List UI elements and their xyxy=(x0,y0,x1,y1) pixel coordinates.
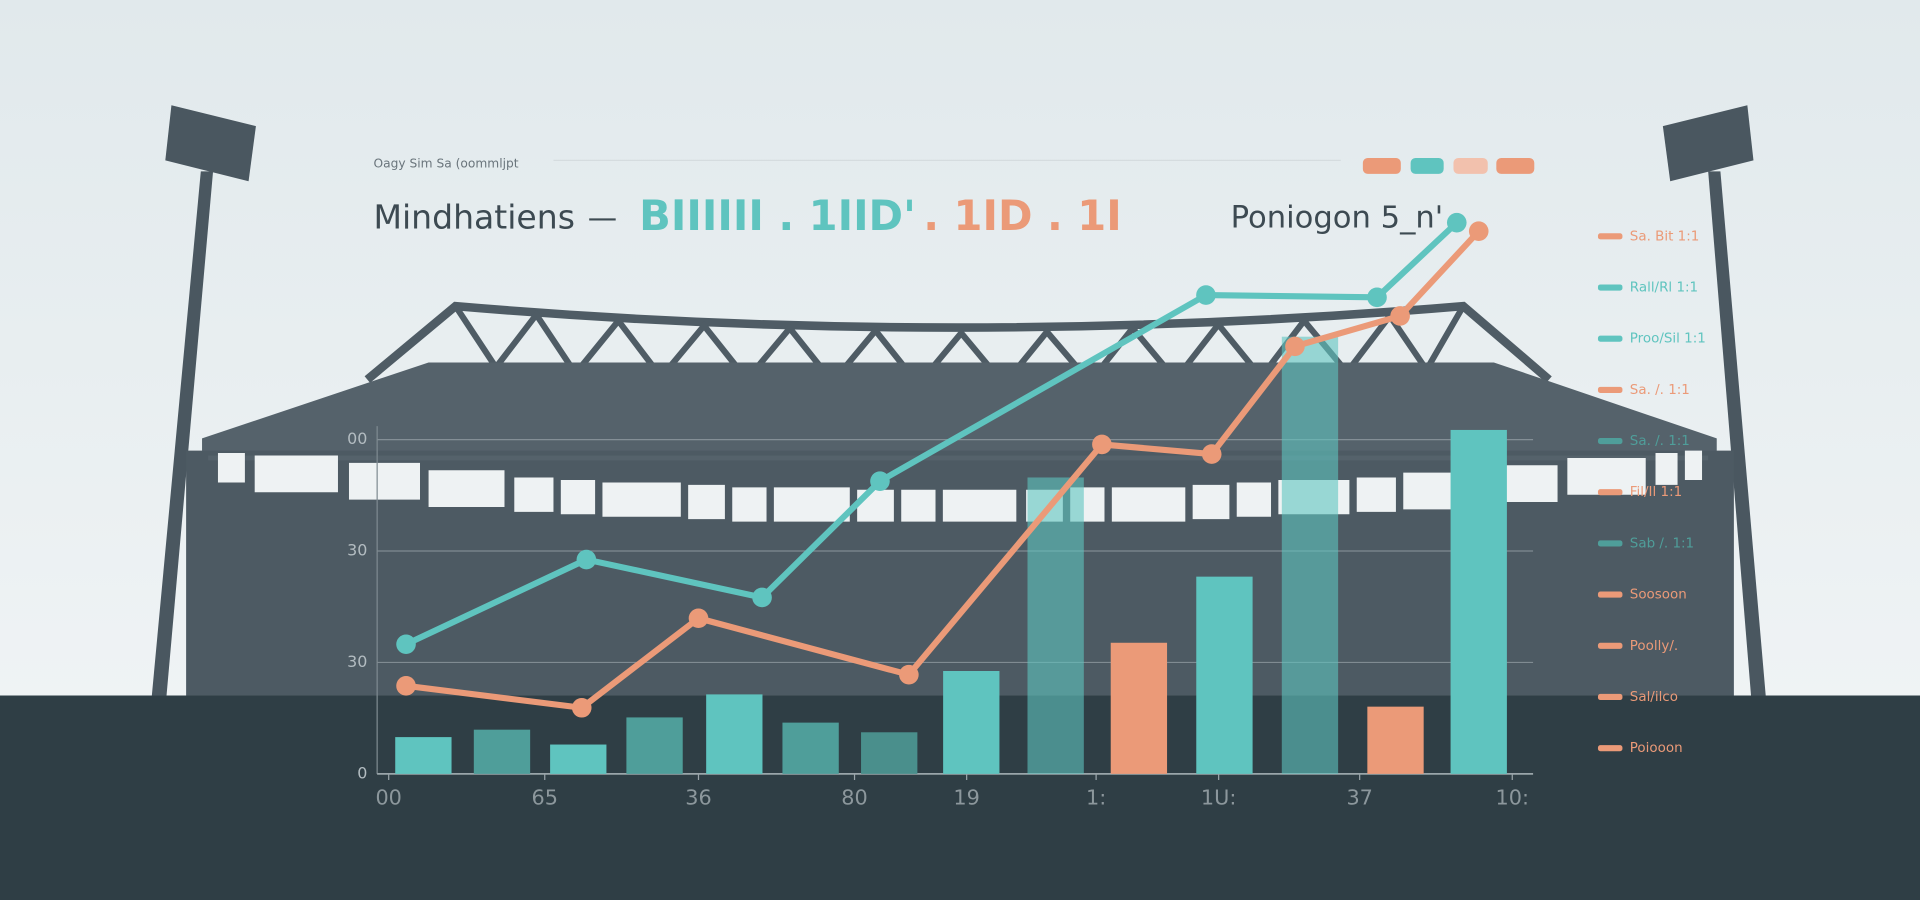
x-tick-label: 1: xyxy=(1086,785,1106,809)
light-pole xyxy=(1708,171,1766,696)
legend-swatch xyxy=(1597,489,1623,496)
headline: BIIIIII . 1IID'. 1ID . 1I xyxy=(639,191,1122,240)
title: Mindhatiens xyxy=(373,198,574,237)
bar xyxy=(626,717,683,774)
legend-swatch xyxy=(1597,693,1623,701)
bar xyxy=(1027,477,1084,774)
bar xyxy=(1110,642,1168,774)
x-tick-label: 37 xyxy=(1346,785,1372,809)
line-marker xyxy=(1446,212,1467,233)
y-tick-label: 30 xyxy=(347,541,367,560)
legend-swatch xyxy=(1597,438,1623,445)
bar xyxy=(550,744,607,774)
legend-swatch xyxy=(1597,642,1623,649)
line-marker xyxy=(396,676,416,696)
line-marker xyxy=(1196,285,1216,305)
line-marker xyxy=(396,634,416,655)
truss xyxy=(452,304,1466,390)
line-marker xyxy=(752,587,772,608)
x-tick-label: 65 xyxy=(532,785,558,809)
x-tick-label: 36 xyxy=(685,785,711,809)
line-marker xyxy=(1390,306,1410,326)
legend-label: Poolly/. xyxy=(1630,639,1678,654)
headline-part: . 1ID . 1I xyxy=(923,191,1122,240)
x-tick-label: 00 xyxy=(375,785,401,809)
legend-label: Proo/Sil 1:1 xyxy=(1630,332,1706,347)
swatches xyxy=(1362,157,1535,174)
bar xyxy=(1196,576,1253,774)
separator: — xyxy=(588,201,617,235)
legend-swatch xyxy=(1597,284,1623,291)
legend-label: Sal/ilco xyxy=(1630,690,1678,705)
x-tick-label: 80 xyxy=(841,785,867,809)
legend-swatch xyxy=(1597,335,1623,342)
bar xyxy=(943,670,1000,774)
bar xyxy=(1367,706,1424,774)
legend-label: Sa. /. 1:1 xyxy=(1630,434,1690,449)
line-marker xyxy=(688,608,709,629)
bar xyxy=(473,729,531,774)
bar xyxy=(782,722,839,774)
light-head xyxy=(165,105,256,182)
legend-label: Sa. Bit 1:1 xyxy=(1630,229,1700,244)
legend-swatch xyxy=(1597,591,1623,598)
subtitle: Poniogon 5_n' xyxy=(1231,201,1444,236)
caption: Oagy Sim Sa (oommljpt xyxy=(373,157,518,171)
x-tick-label: 1U: xyxy=(1201,785,1236,809)
legend-label: Soosoon xyxy=(1630,588,1687,603)
legend-label: Rall/Rl 1:1 xyxy=(1630,281,1698,296)
legend-swatch xyxy=(1597,745,1623,752)
line-marker xyxy=(576,549,597,570)
legend-label: Sa. /. 1:1 xyxy=(1630,383,1690,398)
light-head xyxy=(1662,105,1754,182)
x-tick-label: 10: xyxy=(1496,785,1529,809)
legend-label: Poiooon xyxy=(1630,741,1683,756)
line-marker xyxy=(870,471,890,491)
line-marker xyxy=(1285,336,1305,357)
line-marker xyxy=(571,697,592,718)
line-marker xyxy=(1201,444,1222,464)
line-marker xyxy=(899,664,919,685)
legend-swatch xyxy=(1597,540,1623,547)
bar xyxy=(395,737,452,774)
y-tick-label: 00 xyxy=(347,429,367,448)
line-marker xyxy=(1092,434,1112,455)
bar xyxy=(706,694,763,774)
truss xyxy=(364,301,1552,383)
legend-label: Sab /. 1:1 xyxy=(1630,536,1694,551)
bar xyxy=(1450,429,1507,774)
light-pole xyxy=(151,171,214,696)
legend-label: Fil/Il 1:1 xyxy=(1630,485,1682,500)
bar xyxy=(861,732,918,774)
x-tick-label: 19 xyxy=(953,785,979,809)
headline-part: BIIIIII . 1IID' xyxy=(639,191,916,240)
legend-swatch xyxy=(1597,386,1623,393)
y-tick-label: 0 xyxy=(357,763,367,782)
bar xyxy=(1281,336,1339,774)
y-tick-label: 30 xyxy=(347,652,367,671)
legend-swatch xyxy=(1597,233,1623,240)
line-marker xyxy=(1468,221,1489,242)
line-marker xyxy=(1367,287,1387,308)
